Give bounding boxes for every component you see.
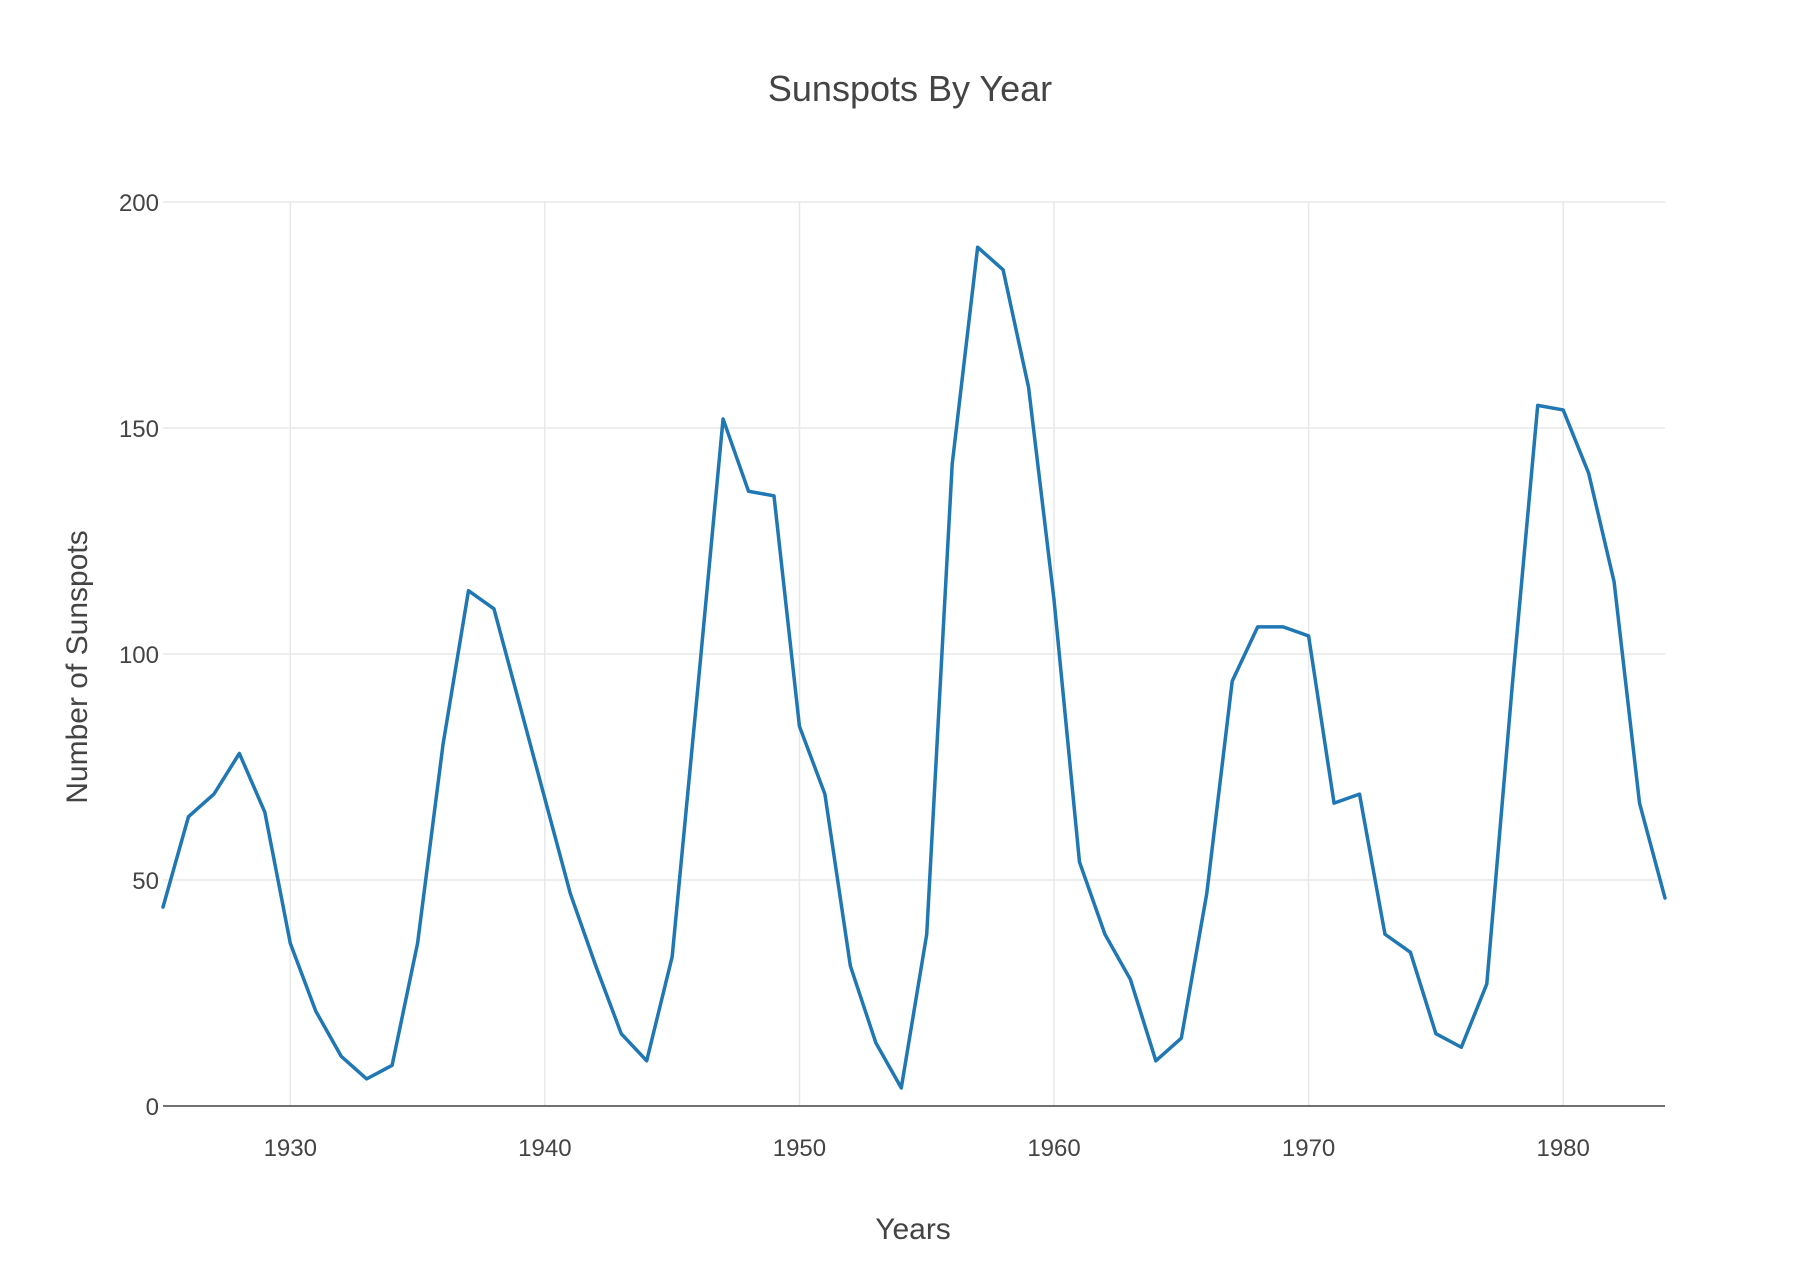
x-tick-label-1980: 1980	[1536, 1135, 1589, 1162]
x-axis-ticks: 1930 1940 1950 1960 1970 1980	[264, 1135, 1590, 1162]
x-axis-title: Years	[875, 1213, 951, 1246]
y-tick-label-150: 150	[119, 416, 159, 443]
y-tick-label-200: 200	[119, 190, 159, 217]
y-axis-ticks: 0 50 100 150 200	[119, 190, 159, 1121]
x-tick-label-1970: 1970	[1282, 1135, 1335, 1162]
chart-title: Sunspots By Year	[768, 68, 1052, 109]
y-tick-label-0: 0	[146, 1094, 159, 1121]
x-tick-label-1950: 1950	[773, 1135, 826, 1162]
series-layer	[161, 245, 1667, 1090]
x-tick-label-1960: 1960	[1027, 1135, 1080, 1162]
x-tick-label-1930: 1930	[264, 1135, 317, 1162]
x-tick-label-1940: 1940	[518, 1135, 571, 1162]
y-tick-label-50: 50	[132, 868, 159, 895]
y-tick-label-100: 100	[119, 642, 159, 669]
y-axis-title: Number of Sunspots	[61, 530, 94, 803]
sunspots-series-line	[161, 245, 1667, 1090]
grid-lines	[163, 201, 1665, 1107]
